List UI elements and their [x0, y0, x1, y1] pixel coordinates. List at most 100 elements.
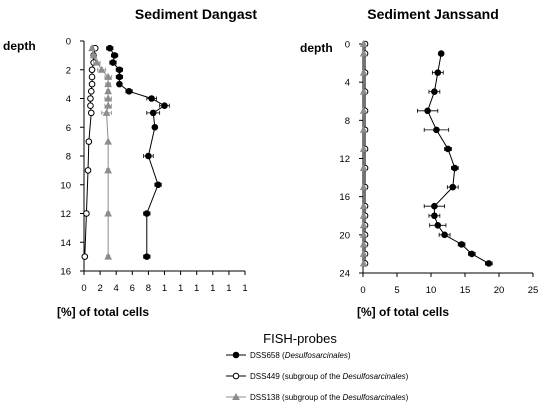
series-dss138-point [89, 51, 98, 59]
legend-item-dss138-marker [232, 392, 240, 400]
x-tick-label: 1 [178, 283, 183, 294]
x-axis-label-dangast: [%] of total cells [57, 305, 149, 319]
series-dss658-point [431, 202, 438, 210]
series-dss138-point [102, 108, 111, 116]
series-dss658-point [116, 80, 123, 88]
series-dss138-point [359, 211, 368, 219]
series-dss138-point [104, 72, 113, 80]
series-dss658-point [116, 66, 123, 74]
x-tick-label: 6 [130, 283, 135, 294]
y-tick-label: 20 [339, 230, 350, 241]
series-dss138-point [359, 202, 368, 210]
series-dss138-point [359, 144, 368, 152]
x-tick-label: 0 [81, 283, 86, 294]
y-tick-label: 16 [339, 192, 350, 203]
series-dss658-point [424, 107, 431, 115]
plot-janssand: 0 4 8 12 16 20 24 0 5 10 15 20 25 [339, 40, 538, 297]
x-tick-label: 1 [210, 283, 215, 294]
series-dss138-point [93, 58, 101, 66]
legend-item-dss449-label: DSS449 (subgroup of the Desulfosarcinale… [250, 372, 409, 381]
series-dss658-point [449, 183, 457, 191]
y-axis-label-janssand: depth [300, 41, 333, 55]
legend-item-dss449-marker [232, 372, 240, 380]
series-dss138-point [359, 183, 368, 191]
y-tick-label: 4 [345, 78, 350, 89]
series-dss449-point [87, 102, 94, 109]
series-dss658-point [106, 44, 114, 52]
series-dss138-point [359, 106, 368, 114]
x-tick-label: 15 [460, 285, 471, 296]
series-dss658-point [148, 95, 155, 102]
series-dss138-point [97, 65, 106, 73]
y-tick-label: 4 [66, 94, 71, 105]
y-tick-label: 6 [66, 123, 71, 134]
series-dss658-point [154, 181, 162, 189]
series-dss138-point [359, 39, 368, 47]
y-tick-label: 12 [339, 154, 350, 165]
y-tick-label: 8 [345, 116, 350, 127]
x-tick-label: 1 [242, 283, 247, 294]
series-dss449-point [87, 109, 95, 117]
series-dss138-point [359, 87, 368, 95]
legend: DSS658 (Desulfosarcinales) DSS449 (subgro… [226, 351, 409, 402]
series-dss138-point [88, 44, 96, 52]
series-dss658-point [143, 253, 151, 260]
legend-item-dss658-marker [232, 351, 240, 359]
series-dss138-point [359, 240, 368, 248]
series-dss658-point [434, 221, 442, 229]
series-dss658-point [437, 50, 445, 57]
y-tick-label: 0 [345, 40, 350, 51]
series-dss449-point [83, 210, 90, 217]
series-dss658-point [151, 123, 159, 131]
series-dss658-point [434, 69, 442, 76]
x-tick-label: 1 [162, 283, 167, 294]
series-dss449-point [88, 66, 96, 74]
x-tick-label: 8 [146, 283, 151, 294]
x-tick-label: 10 [426, 285, 437, 296]
series-dss449-point [87, 95, 94, 102]
legend-item-dss658-label: DSS658 (Desulfosarcinales) [250, 351, 351, 360]
series-dss449-point [84, 167, 92, 174]
series-dss138-point [104, 101, 113, 109]
series-dss138-point [104, 94, 113, 102]
series-dss138-point [359, 259, 368, 267]
y-tick-label: 10 [60, 180, 71, 191]
chart-title-dangast: Sediment Dangast [135, 6, 257, 22]
series-dss449-point [88, 73, 96, 81]
series-dss658-point [161, 102, 168, 109]
series-dss138-point [104, 166, 113, 174]
series-dss658-point [145, 152, 152, 160]
series-dss658-point [431, 212, 438, 220]
series-dss138-point [359, 230, 368, 238]
x-tick-label: 25 [528, 285, 539, 296]
x-tick-label: 1 [194, 283, 199, 294]
series-dss658-line [427, 53, 490, 264]
series-dss658-point [458, 241, 465, 248]
chart-title-janssand: Sediment Janssand [367, 6, 499, 22]
series-dss138-point [359, 249, 368, 257]
y-tick-label: 14 [60, 238, 71, 249]
y-tick-label: 8 [66, 152, 71, 163]
series-dss138-point [359, 68, 368, 76]
y-tick-label: 16 [60, 267, 71, 278]
series-dss658-point [451, 164, 459, 172]
series-dss658-point [109, 59, 117, 66]
y-tick-label: 0 [66, 37, 71, 48]
y-tick-label: 12 [60, 209, 71, 220]
series-dss658-point [149, 109, 157, 117]
series-dss138-point [359, 49, 368, 57]
y-axis-label-dangast: depth [3, 39, 36, 53]
x-tick-label: 0 [360, 285, 365, 296]
series-dss449-point [87, 88, 95, 95]
series-dss658-point [143, 210, 151, 217]
series-dss138-point [359, 164, 368, 172]
legend-title: FISH-probes [263, 331, 337, 346]
series-dss449-point [88, 80, 96, 88]
series-dss449-point [81, 253, 89, 260]
series-dss658-point [485, 260, 493, 267]
series-dss138-point [104, 80, 113, 88]
series-dss138-point [104, 252, 113, 260]
y-tick-label: 24 [339, 269, 350, 280]
